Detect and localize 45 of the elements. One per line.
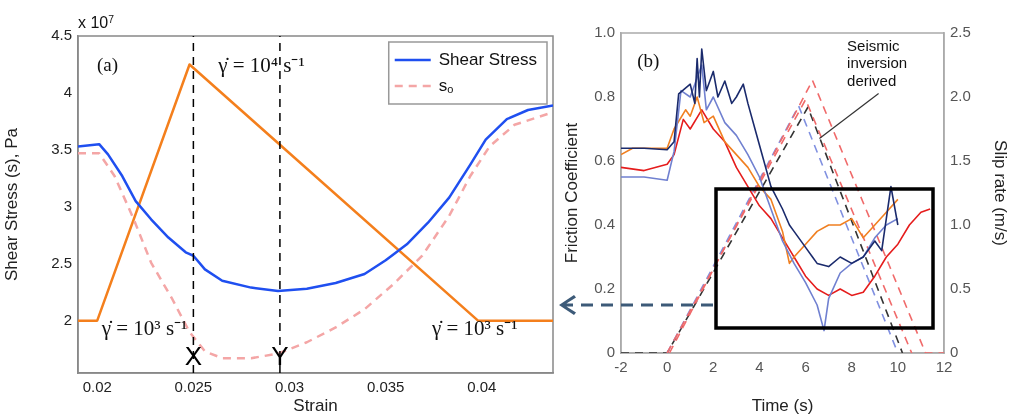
x-tick-label: 12 bbox=[935, 358, 953, 376]
y2-tick-label: 1.0 bbox=[950, 215, 971, 233]
y2-axis-title: Slip rate (m/s) bbox=[991, 140, 1011, 246]
annotation: (b) bbox=[637, 49, 660, 72]
x-tick-label: 2 bbox=[709, 358, 718, 376]
annotation: γ̇ = 10⁴ s⁻¹ bbox=[217, 53, 305, 78]
y-tick-label: 3 bbox=[63, 196, 72, 214]
y-axis-title: Shear Stress (s), Pa bbox=[1, 127, 21, 282]
y-tick-label: 4 bbox=[63, 83, 72, 101]
x-tick-label: 10 bbox=[889, 358, 907, 376]
x-tick-label: 6 bbox=[801, 358, 810, 376]
legend-label: Shear Stress bbox=[438, 49, 537, 69]
y-tick-label: 2.5 bbox=[51, 253, 72, 271]
y-tick-label: 4.5 bbox=[51, 26, 72, 44]
annotation: Seismic inversion derived bbox=[847, 37, 908, 89]
ref-line-label: X bbox=[184, 341, 203, 372]
x-axis-title: Time (s) bbox=[751, 396, 814, 416]
annotation: γ̇ = 10³ s⁻¹ bbox=[100, 316, 188, 341]
y-tick-label: 0 bbox=[606, 343, 615, 361]
y-tick-label: 0.4 bbox=[594, 215, 615, 233]
ref-line-label: Y bbox=[271, 341, 289, 372]
y2-tick-label: 2.0 bbox=[950, 87, 971, 105]
x-axis-title: Strain bbox=[293, 396, 338, 416]
x-tick-label: 8 bbox=[847, 358, 856, 376]
y-tick-label: 2 bbox=[63, 310, 72, 328]
y2-tick-label: 0.5 bbox=[950, 279, 971, 297]
annotation: (a) bbox=[97, 53, 119, 76]
y2-tick-label: 2.5 bbox=[950, 23, 971, 41]
x-tick-label: -2 bbox=[614, 358, 628, 376]
x-tick-label: 0 bbox=[662, 358, 672, 376]
y-tick-label: 0.2 bbox=[594, 279, 615, 297]
y-tick-label: 1.0 bbox=[594, 23, 615, 41]
x-tick-label: 0.02 bbox=[82, 378, 112, 396]
y2-tick-label: 1.5 bbox=[950, 151, 971, 169]
y2-tick-label: 0 bbox=[950, 343, 959, 361]
x-tick-label: 0.035 bbox=[366, 378, 405, 396]
y-tick-label: 0.8 bbox=[594, 87, 615, 105]
x-tick-label: 4 bbox=[755, 358, 764, 376]
y-axis-title: Friction Coefficient bbox=[561, 122, 581, 264]
annotation: γ̇ = 10³ s⁻¹ bbox=[430, 316, 518, 341]
x-tick-label: 0.04 bbox=[467, 378, 497, 396]
x-tick-label: 0.025 bbox=[174, 378, 213, 396]
y-tick-label: 0.6 bbox=[594, 151, 615, 169]
y-tick-label: 3.5 bbox=[51, 139, 72, 157]
x-tick-label: 0.03 bbox=[274, 378, 305, 396]
